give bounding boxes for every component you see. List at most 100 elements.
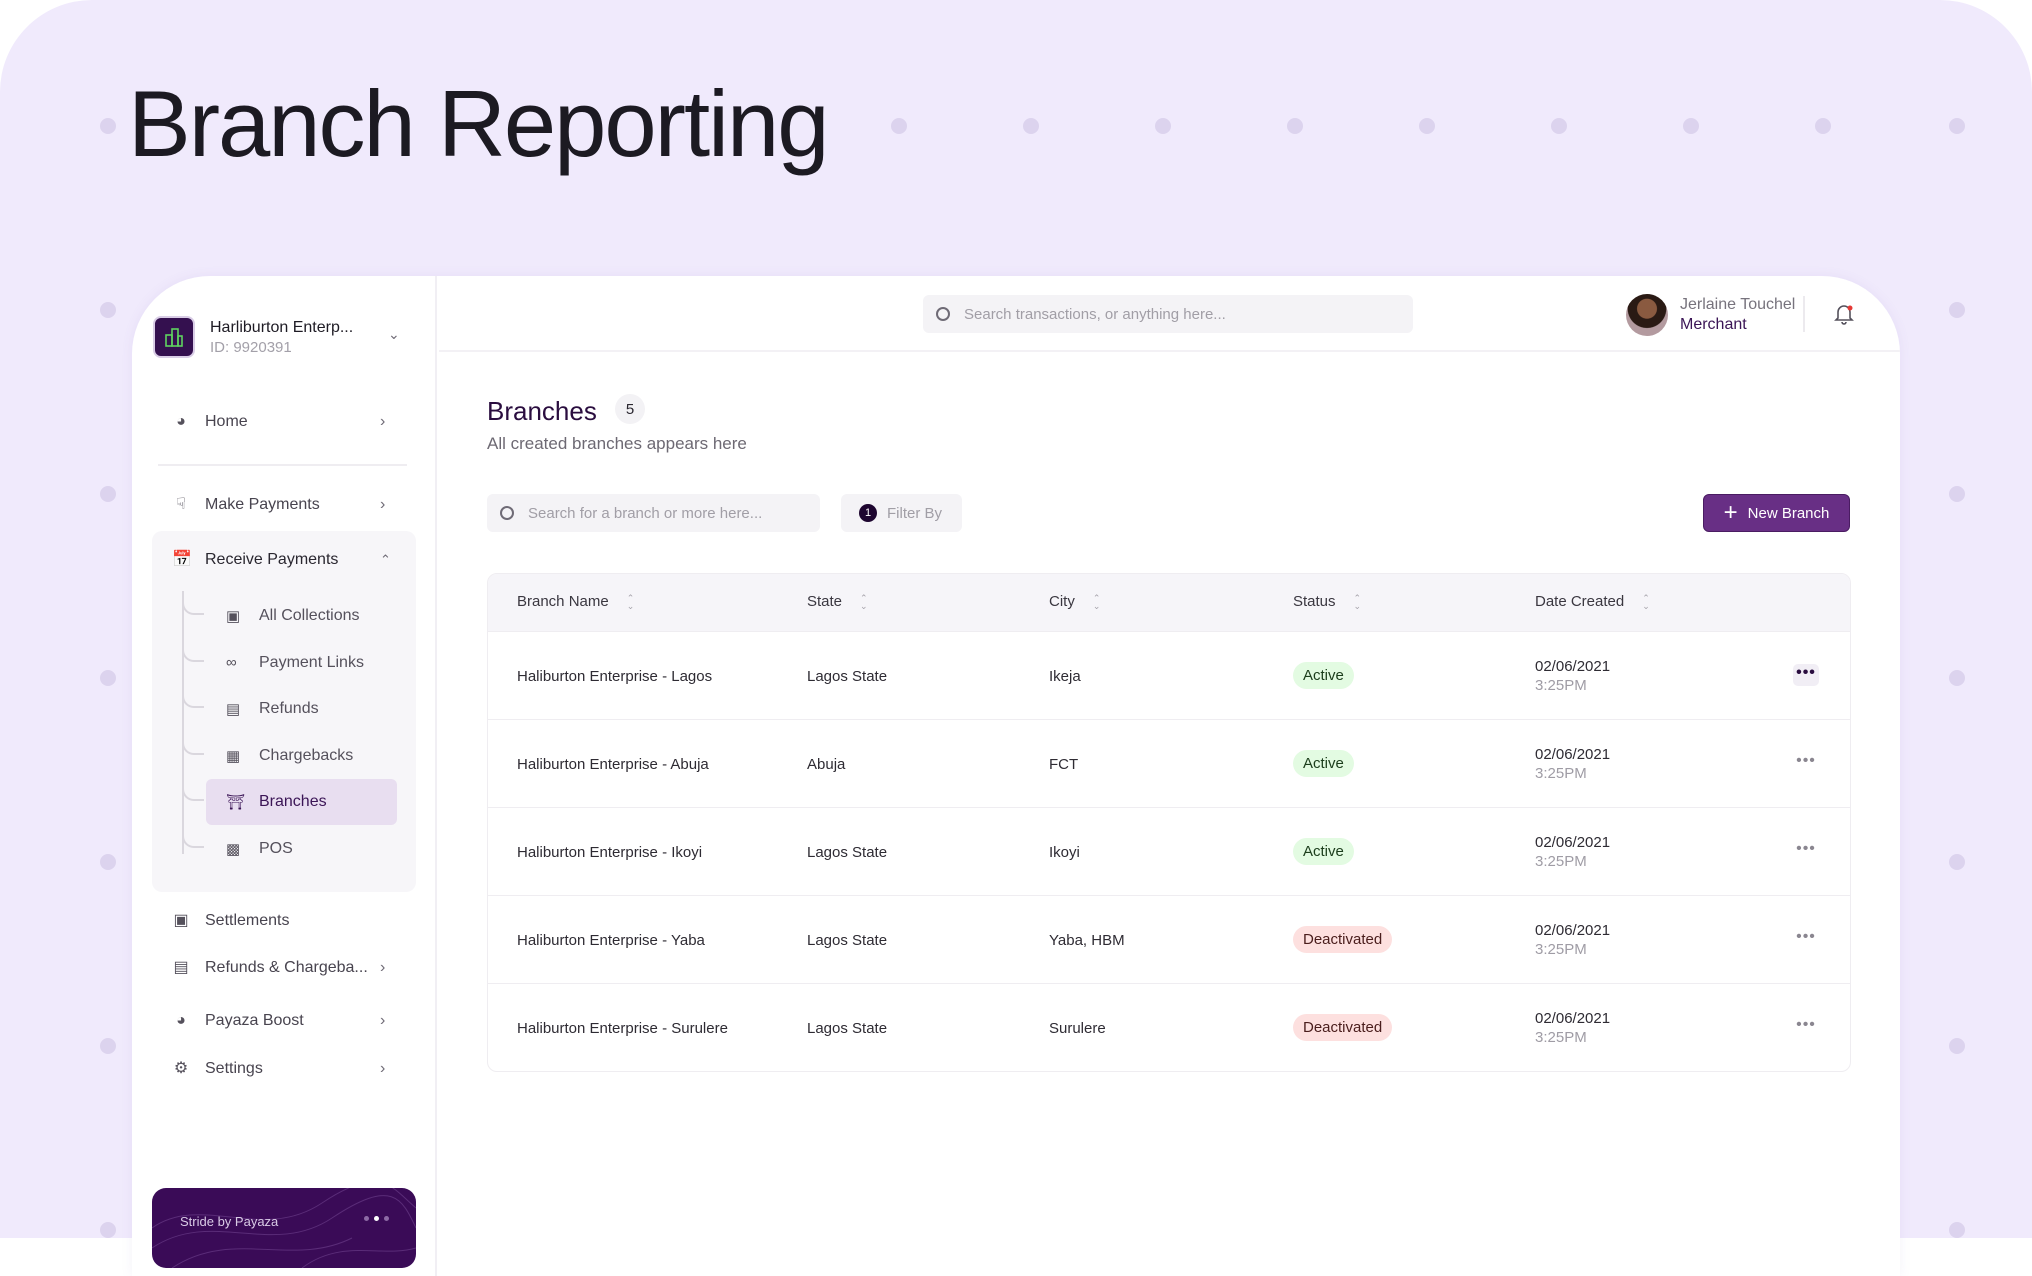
- hand-coin-icon: ☟: [176, 496, 186, 513]
- home-icon: ◕: [176, 413, 186, 430]
- time-created: 3:25PM: [1535, 941, 1587, 958]
- sidebar-subitem-chargebacks[interactable]: ▦ Chargebacks: [226, 746, 354, 765]
- page-title: Branches: [487, 396, 597, 426]
- more-actions-icon[interactable]: •••: [1793, 664, 1819, 686]
- search-icon: [936, 307, 950, 321]
- sidebar-item-make-payments[interactable]: ☟ Make Payments ›: [132, 487, 437, 523]
- filter-button[interactable]: 1 Filter By: [841, 494, 962, 532]
- hero-title: Branch Reporting: [128, 71, 830, 176]
- decorative-dot: [1949, 1038, 1965, 1054]
- sidebar-item-payaza-boost[interactable]: ◕ Payaza Boost ›: [132, 1003, 437, 1039]
- plus-icon: +: [1723, 499, 1738, 526]
- decorative-dot: [1551, 118, 1567, 134]
- refund-card-icon: ▤: [173, 959, 189, 976]
- branch-city: Yaba, HBM: [1049, 932, 1125, 949]
- sidebar-subitem-payment-links[interactable]: ∞ Payment Links: [226, 653, 364, 672]
- sidebar-subitem-all-collections[interactable]: ▣ All Collections: [226, 607, 360, 625]
- divider: [158, 464, 407, 466]
- sidebar-item-receive-payments[interactable]: 📅 Receive Payments ⌃: [172, 551, 391, 568]
- user-role: Merchant: [1680, 316, 1747, 333]
- settlement-icon: ▣: [173, 912, 189, 929]
- sort-icon[interactable]: ⌃ ⌄: [860, 593, 868, 612]
- link-icon: ∞: [226, 654, 237, 672]
- more-actions-icon[interactable]: •••: [1796, 840, 1816, 857]
- calendar-wallet-icon: 📅: [172, 551, 192, 568]
- boost-icon: ◕: [176, 1012, 186, 1029]
- table-row[interactable]: Haliburton Enterprise - Yaba Lagos State…: [488, 895, 1850, 983]
- pos-terminal-icon: ▩: [226, 841, 241, 858]
- date-created: 02/06/2021: [1535, 746, 1611, 763]
- date-created: 02/06/2021: [1535, 922, 1611, 939]
- org-switch-chevron-down-icon[interactable]: ⌄: [388, 326, 400, 342]
- table-row[interactable]: Haliburton Enterprise - Ikoyi Lagos Stat…: [488, 807, 1850, 895]
- branch-search-input[interactable]: Search for a branch or more here...: [487, 494, 820, 532]
- column-header[interactable]: City ⌃ ⌄: [1049, 593, 1101, 612]
- receive-payments-group: [152, 531, 416, 892]
- tree-branch: [182, 601, 204, 615]
- decorative-dot: [1287, 118, 1303, 134]
- column-header[interactable]: State ⌃ ⌄: [807, 593, 868, 612]
- avatar[interactable]: [1626, 294, 1668, 336]
- promo-label: Stride by Payaza: [180, 1214, 279, 1229]
- more-actions-icon[interactable]: •••: [1796, 752, 1816, 769]
- decorative-dot: [100, 854, 116, 870]
- branch-name: Haliburton Enterprise - Ikoyi: [517, 844, 703, 861]
- chargeback-icon: ▦: [226, 747, 241, 765]
- sort-icon[interactable]: ⌃ ⌄: [626, 593, 635, 612]
- chevron-right-icon: ›: [380, 1060, 386, 1077]
- table-row[interactable]: Haliburton Enterprise - Surulere Lagos S…: [488, 983, 1850, 1071]
- sort-icon[interactable]: ⌃ ⌄: [1353, 593, 1362, 612]
- new-branch-button[interactable]: + New Branch: [1703, 494, 1850, 532]
- chevron-right-icon: ›: [380, 496, 386, 513]
- sidebar-subitem-refunds[interactable]: ▤ Refunds: [226, 700, 319, 719]
- column-header[interactable]: Branch Name ⌃ ⌄: [517, 593, 635, 612]
- tree-line: [182, 591, 184, 854]
- tree-branch: [182, 647, 204, 662]
- sidebar-item-home[interactable]: ◕ Home ›: [132, 404, 437, 440]
- global-search-input[interactable]: Search transactions, or anything here...: [923, 295, 1413, 333]
- status-badge: Active: [1293, 838, 1354, 865]
- decorative-dot: [1683, 118, 1699, 134]
- carousel-dots[interactable]: [364, 1216, 389, 1221]
- date-created: 02/06/2021: [1535, 1010, 1611, 1027]
- bell-icon[interactable]: [1829, 298, 1859, 328]
- divider: [1803, 296, 1805, 332]
- date-created: 02/06/2021: [1535, 658, 1611, 675]
- more-actions-icon[interactable]: •••: [1796, 1016, 1816, 1033]
- time-created: 3:25PM: [1535, 1029, 1587, 1046]
- branch-state: Abuja: [807, 756, 846, 773]
- column-header[interactable]: Status ⌃ ⌄: [1293, 593, 1362, 612]
- column-header[interactable]: Date Created ⌃ ⌄: [1535, 593, 1650, 612]
- storefront-icon: ⛩: [226, 794, 246, 812]
- decorative-dot: [100, 302, 116, 318]
- chevron-right-icon: ›: [380, 1012, 386, 1029]
- more-actions-icon[interactable]: •••: [1796, 928, 1816, 945]
- date-created: 02/06/2021: [1535, 834, 1611, 851]
- branch-city: FCT: [1049, 756, 1079, 773]
- status-badge: Active: [1293, 750, 1354, 777]
- decorative-dot: [1023, 118, 1039, 134]
- tree-branch: [182, 834, 204, 848]
- sidebar-item-refunds-chargebacks[interactable]: ▤ Refunds & Chargeba... ›: [173, 959, 386, 976]
- table-row[interactable]: Haliburton Enterprise - Lagos Lagos Stat…: [488, 631, 1850, 719]
- decorative-dot: [100, 118, 116, 134]
- branch-state: Lagos State: [807, 668, 888, 685]
- promo-card[interactable]: Stride by Payaza: [152, 1188, 416, 1268]
- decorative-dot: [1949, 670, 1965, 686]
- chevron-up-icon: ⌃: [380, 552, 391, 567]
- sort-icon[interactable]: ⌃ ⌄: [1642, 593, 1650, 612]
- branch-city: Surulere: [1049, 1020, 1106, 1037]
- status-badge: Deactivated: [1293, 926, 1393, 953]
- sidebar-item-settings[interactable]: ⚙ Settings ›: [173, 1060, 386, 1077]
- org-name: Harliburton Enterp...: [210, 319, 354, 336]
- sort-icon[interactable]: ⌃ ⌄: [1092, 593, 1101, 612]
- org-logo[interactable]: [153, 316, 195, 358]
- sidebar-subitem-pos[interactable]: ▩ POS: [226, 840, 293, 858]
- chevron-right-icon: ›: [380, 959, 386, 976]
- table-row[interactable]: Haliburton Enterprise - Abuja Abuja FCT …: [488, 719, 1850, 807]
- time-created: 3:25PM: [1535, 853, 1587, 870]
- time-created: 3:25PM: [1535, 677, 1587, 694]
- sidebar-item-settlements[interactable]: ▣ Settlements: [173, 912, 290, 929]
- tree-branch: [182, 694, 204, 709]
- sidebar-subitem-branches[interactable]: ⛩ Branches: [206, 779, 397, 826]
